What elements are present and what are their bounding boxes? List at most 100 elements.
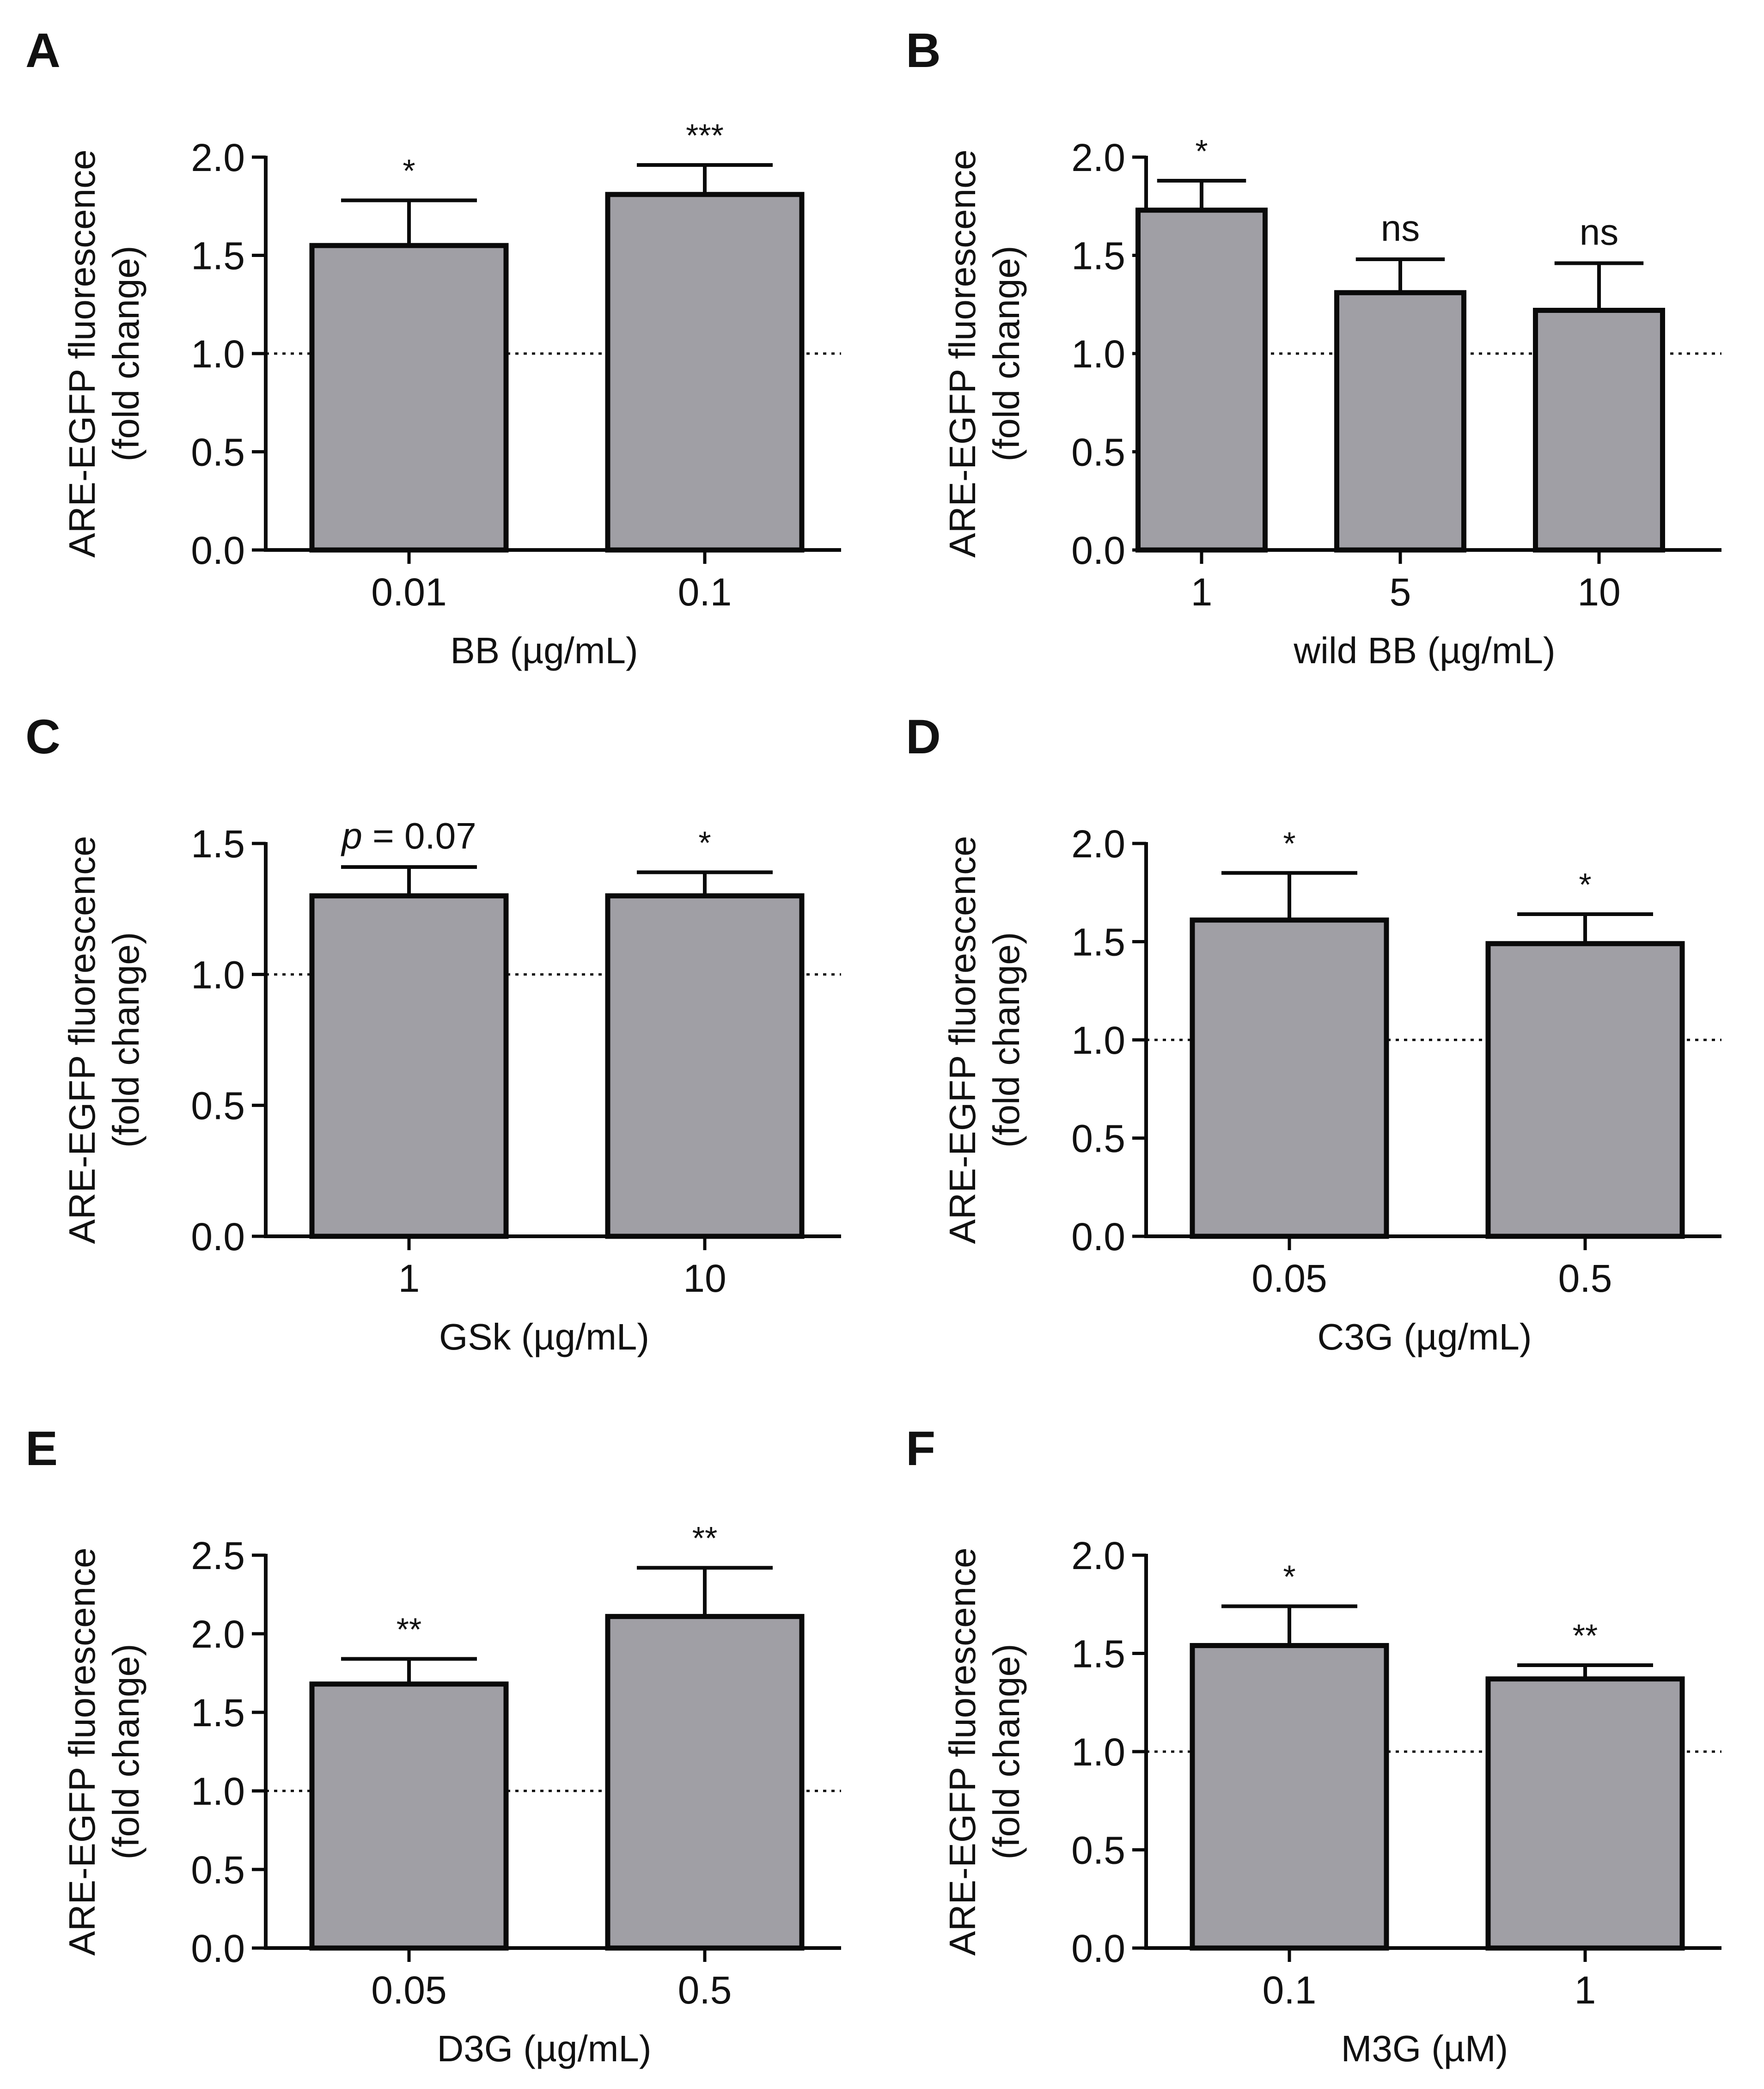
panel-c-ytick-label: 1.0 (191, 953, 245, 996)
panel-c-ytick-label: 0.5 (191, 1084, 245, 1128)
panel-c-bar-0 (309, 893, 509, 1239)
panel-b-xlabel: wild BB (µg/mL) (1293, 630, 1555, 671)
panel-a-letter: A (25, 24, 61, 78)
panel-a-ytick-label: 2.0 (191, 136, 245, 179)
panel-b-bar-0 (1135, 208, 1268, 553)
panel-e-xtick-label: 0.05 (371, 1968, 447, 2012)
panel-e-significance-1: ** (692, 1520, 717, 1556)
panel-b-ytick-label: 1.5 (1071, 234, 1125, 278)
panel-d-letter: D (906, 710, 941, 764)
panel-b-ylabel-line2: (fold change) (986, 246, 1027, 462)
panel-d-xlabel: C3G (µg/mL) (1318, 1316, 1532, 1357)
panel-a-ytick-label: 0.0 (191, 529, 245, 572)
panel-d: D ARE-EGFP fluorescence (fold change) 0.0 0.… (906, 710, 1721, 1357)
panel-c-significance-1: * (698, 825, 711, 861)
panel-c-ytick-label: 1.5 (191, 822, 245, 866)
panel-c-ylabel-line1: ARE-EGFP fluorescence (61, 836, 103, 1244)
panel-b: B ARE-EGFP fluorescence (fold change) 0.0 0.… (906, 24, 1721, 671)
panel-f-letter: F (906, 1422, 935, 1476)
panel-b-ytick-label: 1.0 (1071, 332, 1125, 376)
panel-e-ytick-label: 1.5 (191, 1691, 245, 1735)
panel-b-bar-2 (1533, 308, 1665, 553)
panel-a-xtick-label: 0.01 (371, 570, 447, 614)
panel-d-xtick-label: 0.5 (1558, 1257, 1612, 1300)
panel-d-xtick-label: 0.05 (1251, 1257, 1327, 1300)
panel-e-ytick-label: 0.0 (191, 1927, 245, 1970)
panel-a-significance-0: * (403, 153, 415, 189)
panel-f-bar-1 (1485, 1676, 1685, 1951)
panel-c-ytick-label: 0.0 (191, 1215, 245, 1258)
panel-a-significance-1: *** (686, 117, 724, 153)
panel-b-significance-0: * (1195, 133, 1208, 169)
panel-c-xtick-label: 1 (398, 1257, 420, 1300)
panel-a-xtick-label: 0.1 (678, 570, 732, 614)
panel-b-xtick-label: 1 (1191, 570, 1213, 614)
panel-e: E ARE-EGFP fluorescence (fold change) 0.0 0.… (25, 1422, 841, 2069)
panel-e-xlabel: D3G (µg/mL) (437, 2028, 652, 2069)
panel-c-letter: C (25, 710, 61, 764)
panel-c-significance-0: p = 0.07 (341, 815, 476, 856)
panel-c: C ARE-EGFP fluorescence (fold change) 0.0 0.… (25, 710, 841, 1357)
panel-a-xlabel: BB (µg/mL) (450, 630, 638, 671)
panel-f-bar-0 (1190, 1643, 1389, 1951)
panel-f-ylabel-line1: ARE-EGFP fluorescence (942, 1547, 983, 1955)
panel-c-ylabel-line2: (fold change) (105, 932, 146, 1148)
panel-b-ytick-label: 0.0 (1071, 529, 1125, 572)
panel-b-significance-1: ns (1381, 208, 1420, 249)
panel-a-bar-0 (309, 243, 509, 553)
panel-b-significance-2: ns (1580, 212, 1619, 253)
panel-a-bar-1 (605, 192, 805, 553)
panel-d-significance-1: * (1579, 867, 1591, 903)
panel-a-ytick-label: 0.5 (191, 431, 245, 474)
panel-d-ytick-label: 0.5 (1071, 1117, 1125, 1161)
panel-b-xtick-label: 5 (1390, 570, 1411, 614)
panel-b-ytick-label: 0.5 (1071, 431, 1125, 474)
panel-f-significance-1: ** (1573, 1618, 1598, 1654)
panel-e-ytick-label: 2.5 (191, 1534, 245, 1577)
panel-d-bar-0 (1190, 917, 1389, 1239)
panel-e-bar-1 (605, 1614, 805, 1951)
panel-f-ytick-label: 0.5 (1071, 1829, 1125, 1872)
panel-f-ytick-label: 1.5 (1071, 1632, 1125, 1676)
panel-f-significance-0: * (1283, 1559, 1295, 1595)
panel-e-ylabel-line1: ARE-EGFP fluorescence (61, 1547, 103, 1955)
panel-d-ylabel-line2: (fold change) (986, 932, 1027, 1148)
panel-d-ytick-label: 2.0 (1071, 822, 1125, 866)
panel-f-ytick-label: 2.0 (1071, 1534, 1125, 1577)
panel-e-ytick-label: 2.0 (191, 1613, 245, 1656)
panel-e-significance-0: ** (397, 1611, 421, 1647)
panel-a: A ARE-EGFP fluorescence (fold change) 0.0 0.… (25, 24, 841, 671)
panel-f-xlabel: M3G (µM) (1341, 2028, 1508, 2069)
panel-e-ytick-label: 1.0 (191, 1770, 245, 1813)
panel-c-bar-1 (605, 893, 805, 1239)
panel-d-ytick-label: 1.5 (1071, 921, 1125, 964)
panel-e-xtick-label: 0.5 (678, 1968, 732, 2012)
panel-e-bar-0 (309, 1681, 509, 1951)
panel-e-ylabel-line2: (fold change) (105, 1644, 146, 1860)
panel-f: F ARE-EGFP fluorescence (fold change) 0.0 0.… (906, 1422, 1721, 2069)
panel-f-xtick-label: 0.1 (1263, 1968, 1317, 2012)
panel-b-ylabel-line1: ARE-EGFP fluorescence (942, 149, 983, 557)
panel-a-ytick-label: 1.5 (191, 234, 245, 278)
panel-f-ytick-label: 0.0 (1071, 1927, 1125, 1970)
panel-e-ytick-label: 0.5 (191, 1848, 245, 1892)
panel-b-ytick-label: 2.0 (1071, 136, 1125, 179)
panel-c-xtick-label: 10 (683, 1257, 726, 1300)
panel-d-ytick-label: 0.0 (1071, 1215, 1125, 1258)
panel-d-significance-0: * (1283, 825, 1295, 861)
panel-a-ylabel-line1: ARE-EGFP fluorescence (61, 149, 103, 557)
panel-f-ylabel-line2: (fold change) (986, 1644, 1027, 1860)
panel-a-ylabel-line2: (fold change) (105, 246, 146, 462)
panel-e-letter: E (25, 1422, 58, 1476)
panel-d-ylabel-line1: ARE-EGFP fluorescence (942, 836, 983, 1244)
panel-d-bar-1 (1485, 941, 1685, 1239)
panel-f-ytick-label: 1.0 (1071, 1730, 1125, 1774)
panel-d-ytick-label: 1.0 (1071, 1019, 1125, 1062)
panel-b-bar-1 (1334, 290, 1466, 553)
panel-c-xlabel: GSk (µg/mL) (439, 1316, 649, 1357)
panel-b-letter: B (906, 24, 941, 78)
panel-f-xtick-label: 1 (1575, 1968, 1596, 2012)
panel-b-xtick-label: 10 (1577, 570, 1620, 614)
panel-a-ytick-label: 1.0 (191, 332, 245, 376)
